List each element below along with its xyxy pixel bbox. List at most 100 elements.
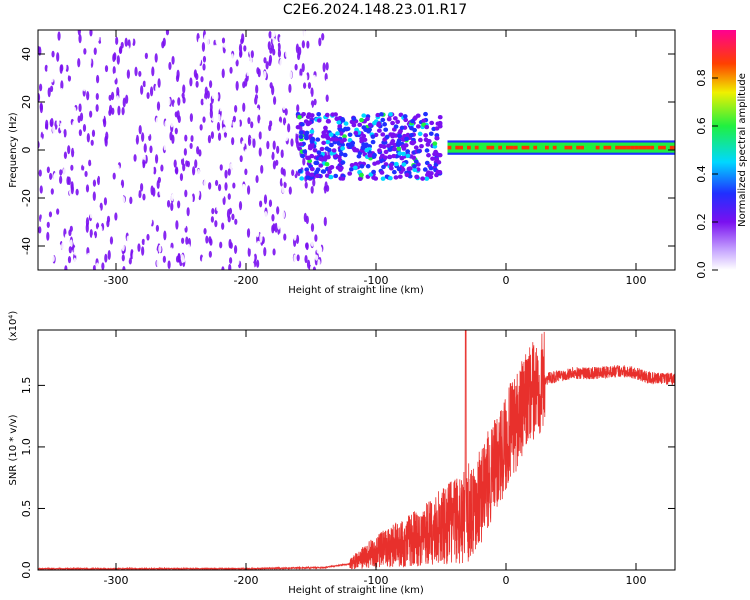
heatmap-cell (310, 87, 314, 98)
heatmap-cell (104, 135, 108, 144)
heatmap-cell (426, 170, 431, 175)
heatmap-cell (224, 169, 228, 179)
heatmap-cell (273, 189, 277, 198)
heatmap-cell (78, 48, 82, 57)
heatmap-cell (256, 67, 260, 75)
heatmap-cell (156, 101, 161, 111)
heatmap-cell (116, 55, 120, 65)
heatmap-cell (197, 168, 201, 177)
heatmap-cell (325, 94, 329, 103)
top-x-tick-label: -300 (104, 274, 129, 287)
top-x-tick-label: -100 (364, 274, 389, 287)
heatmap-cell (306, 40, 310, 49)
heatmap-cell (135, 188, 139, 197)
heatmap-cell (99, 169, 104, 178)
heatmap-cell (106, 152, 110, 160)
heatmap-cell (48, 211, 53, 218)
heatmap-cell (104, 30, 108, 37)
heatmap-cell (312, 266, 316, 270)
heatmap-cell (316, 112, 322, 117)
heatmap-cell (150, 51, 154, 60)
colorbar-label: Normalized spectral amplitude (737, 73, 748, 227)
heatmap-cell (292, 35, 296, 44)
heatmap-cell (121, 107, 125, 116)
heatmap-cell (79, 112, 84, 122)
heatmap-cell (192, 94, 196, 105)
heatmap-cell (210, 131, 215, 139)
heatmap-cell (95, 262, 99, 270)
heatmap-cell (141, 238, 145, 246)
heatmap-cell (38, 226, 42, 234)
heatmap-cell (205, 70, 209, 80)
heatmap-cell (272, 96, 277, 105)
heatmap-cell (210, 216, 214, 223)
carrier-core-cell (591, 145, 596, 150)
heatmap-cell (72, 52, 76, 61)
heatmap-cell (43, 240, 47, 249)
heatmap-cell (123, 113, 127, 122)
heatmap-cell (304, 73, 308, 83)
heatmap-cell (107, 206, 112, 216)
heatmap-cell (103, 54, 108, 64)
heatmap-cell (412, 164, 417, 169)
heatmap-cell (425, 142, 431, 147)
heatmap-cell (62, 45, 66, 53)
heatmap-cell (241, 198, 245, 206)
heatmap-cell (210, 194, 214, 205)
bottom-y-tick-label: 0.5 (20, 500, 33, 518)
heatmap-cell (177, 97, 181, 106)
heatmap-cell (83, 48, 87, 55)
heatmap-cell (322, 62, 326, 73)
heatmap-cell (249, 61, 253, 69)
heatmap-cell (244, 149, 248, 156)
heatmap-cell (224, 226, 229, 237)
heatmap-cell (132, 222, 136, 233)
heatmap-cell (155, 198, 159, 206)
heatmap-cell (91, 234, 95, 243)
heatmap-cell (251, 225, 255, 233)
heatmap-cell (387, 176, 393, 181)
heatmap-cell (259, 200, 263, 208)
heatmap-cell (347, 132, 353, 137)
heatmap-cell (133, 154, 137, 162)
heatmap-cell (325, 155, 331, 160)
heatmap-cell (77, 204, 81, 213)
heatmap-cell (347, 171, 353, 176)
heatmap-cell (73, 246, 77, 256)
heatmap-cell (295, 43, 300, 54)
heatmap-cell (264, 211, 268, 220)
heatmap-cell (171, 55, 175, 65)
carrier-core-cell (576, 145, 581, 150)
heatmap-cell (183, 221, 187, 229)
heatmap-cell (284, 42, 289, 49)
heatmap-cell (80, 170, 84, 177)
heatmap-cell (277, 259, 281, 266)
heatmap-cell (273, 263, 277, 270)
heatmap-cell (92, 179, 97, 187)
heatmap-cell (54, 176, 58, 184)
heatmap-cell (371, 169, 377, 175)
bottom-y-axis-label: SNR (10 * v/v) (8, 414, 19, 485)
heatmap-cell (188, 96, 192, 105)
heatmap-cell (74, 152, 78, 159)
colorbar: 0.0 0.2 0.4 0.6 0.8 Normalized spectral ampl… (695, 30, 748, 279)
heatmap-cell (86, 39, 90, 48)
heatmap-cell (137, 209, 141, 218)
heatmap-cell (153, 166, 157, 175)
heatmap-cell (333, 137, 339, 142)
heatmap-cell (61, 192, 65, 201)
heatmap-cell (103, 197, 108, 206)
heatmap-cell (309, 51, 313, 59)
carrier-core-cell (607, 145, 612, 150)
heatmap-cell (66, 162, 70, 170)
heatmap-cell (253, 161, 258, 171)
heatmap-cell (148, 98, 152, 105)
heatmap-cell (170, 172, 175, 182)
heatmap-cell (106, 34, 110, 44)
heatmap-cell (190, 135, 194, 143)
heatmap-cell (384, 134, 390, 140)
heatmap-cell (88, 63, 92, 71)
heatmap-cell (112, 258, 117, 268)
heatmap-cell (283, 233, 287, 241)
carrier-core-cell (634, 145, 639, 150)
